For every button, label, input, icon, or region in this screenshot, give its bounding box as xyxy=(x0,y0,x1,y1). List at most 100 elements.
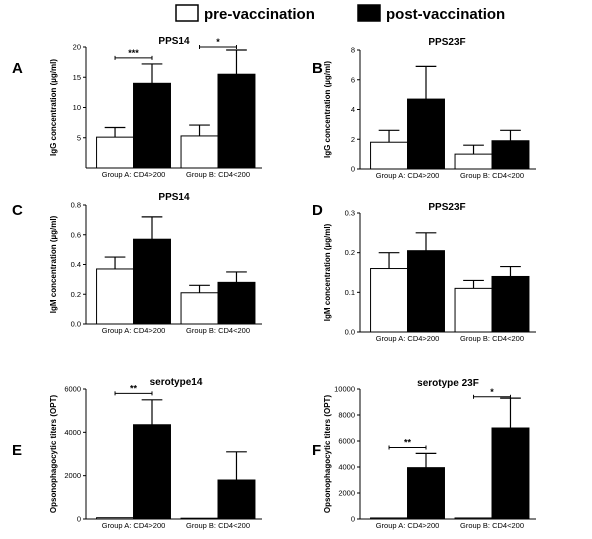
category-label: Group B: CD4<200 xyxy=(186,170,250,179)
bar-pre xyxy=(370,268,409,333)
bar-pre xyxy=(370,517,409,520)
y-tick-label: 5 xyxy=(77,133,81,142)
y-tick-label: 4000 xyxy=(64,428,81,437)
panel-letter: F xyxy=(312,442,321,459)
bar-pre xyxy=(96,136,135,169)
y-tick-label: 2000 xyxy=(64,471,81,480)
y-tick-label: 0 xyxy=(351,515,355,524)
panel-title: PPS14 xyxy=(158,192,190,203)
panel-b: B PPS23F 0 2 4 6 8 IgG concentration (µg/ml) Gro… xyxy=(312,37,536,180)
panel-letter: B xyxy=(312,60,323,77)
category-label: Group B: CD4<200 xyxy=(186,326,250,335)
significance-label: * xyxy=(216,37,220,47)
significance-label: ** xyxy=(130,383,138,393)
y-tick-label: 6000 xyxy=(64,385,81,394)
y-tick-label: 6 xyxy=(351,75,355,84)
panel-letter: A xyxy=(12,60,23,77)
y-tick-label: 0.4 xyxy=(71,260,81,269)
bar-post xyxy=(407,250,445,333)
y-tick-label: 8000 xyxy=(338,411,355,420)
legend-swatch-post xyxy=(357,4,381,22)
bar-pre xyxy=(180,135,219,169)
bar-pre xyxy=(180,292,219,325)
y-axis-label: Opsonophagocytic titers (OPT) xyxy=(49,395,58,514)
panel-title: serotype14 xyxy=(150,377,203,388)
y-tick-label: 2 xyxy=(351,135,355,144)
bar-post xyxy=(491,427,530,520)
bar-post xyxy=(217,479,256,520)
y-axis-label: IgM concentration (µg/ml) xyxy=(323,223,332,321)
category-label: Group B: CD4<200 xyxy=(460,521,524,530)
y-tick-label: 2000 xyxy=(338,489,355,498)
y-tick-label: 10000 xyxy=(334,385,355,394)
y-tick-label: 6000 xyxy=(338,437,355,446)
bar-pre xyxy=(370,141,409,170)
bar-post xyxy=(407,98,445,170)
y-tick-label: 0 xyxy=(77,515,81,524)
significance-label: * xyxy=(490,387,494,397)
y-axis-label: IgG concentration (µg/ml) xyxy=(49,59,58,156)
panel-letter: C xyxy=(12,202,23,219)
significance-label: ** xyxy=(404,438,412,448)
y-axis-label: Opsonophagocytic titers (OPT) xyxy=(323,395,332,514)
panel-title: PPS14 xyxy=(158,36,190,47)
bar-pre xyxy=(454,153,493,170)
bar-pre xyxy=(454,517,493,520)
bar-pre xyxy=(180,517,219,520)
bar-pre xyxy=(454,287,493,333)
bar-post xyxy=(491,140,530,170)
bar-post xyxy=(217,73,256,169)
y-tick-label: 0.0 xyxy=(71,320,81,329)
y-tick-label: 15 xyxy=(73,73,81,82)
bar-post xyxy=(217,281,256,325)
panel-letter: D xyxy=(312,202,323,219)
panel-letter: E xyxy=(12,442,22,459)
y-tick-label: 0.0 xyxy=(345,328,355,337)
panel-title: serotype 23F xyxy=(417,378,479,389)
y-tick-label: 0.6 xyxy=(71,230,81,239)
y-tick-label: 0 xyxy=(351,165,355,174)
category-label: Group A: CD4>200 xyxy=(102,326,166,335)
bar-pre xyxy=(96,517,135,520)
legend-label-pre: pre-vaccination xyxy=(204,6,315,23)
panel-title: PPS23F xyxy=(428,37,465,48)
y-tick-label: 0.2 xyxy=(345,248,355,257)
y-tick-label: 4 xyxy=(351,105,355,114)
category-label: Group A: CD4>200 xyxy=(102,521,166,530)
legend-swatch-pre xyxy=(175,4,199,22)
significance-label: *** xyxy=(128,48,139,58)
y-tick-label: 0.2 xyxy=(71,290,81,299)
y-tick-label: 4000 xyxy=(338,463,355,472)
bar-post xyxy=(491,275,530,333)
panel-a: A PPS14 5 10 15 20 IgG concentration (µg/ml) Gr… xyxy=(12,36,262,179)
category-label: Group B: CD4<200 xyxy=(460,171,524,180)
y-tick-label: 10 xyxy=(73,103,81,112)
panel-c: C PPS14 0.0 0.2 0.4 0.6 0.8 IgM concentration (… xyxy=(12,192,262,335)
category-label: Group B: CD4<200 xyxy=(186,521,250,530)
category-label: Group A: CD4>200 xyxy=(376,171,440,180)
y-tick-label: 8 xyxy=(351,46,355,55)
panel-title: PPS23F xyxy=(428,202,465,213)
category-label: Group A: CD4>200 xyxy=(376,521,440,530)
legend-label-post: post-vaccination xyxy=(386,6,505,23)
panel-d: D PPS23F 0.0 0.1 0.2 0.3 IgM concentration (µg… xyxy=(312,202,536,343)
legend: pre-vaccination post-vaccination xyxy=(175,4,505,23)
bar-post xyxy=(407,467,445,520)
category-label: Group A: CD4>200 xyxy=(102,170,166,179)
y-axis-label: IgG concentration (µg/ml) xyxy=(323,61,332,158)
bar-post xyxy=(133,424,171,520)
bar-post xyxy=(133,82,171,169)
y-axis-label: IgM concentration (µg/ml) xyxy=(49,215,58,313)
bar-post xyxy=(133,238,171,325)
y-tick-label: 0.3 xyxy=(345,209,355,218)
y-tick-label: 0.8 xyxy=(71,201,81,210)
category-label: Group A: CD4>200 xyxy=(376,334,440,343)
y-tick-label: 20 xyxy=(73,43,81,52)
y-tick-label: 0.1 xyxy=(345,288,355,297)
category-label: Group B: CD4<200 xyxy=(460,334,524,343)
bar-pre xyxy=(96,268,135,325)
